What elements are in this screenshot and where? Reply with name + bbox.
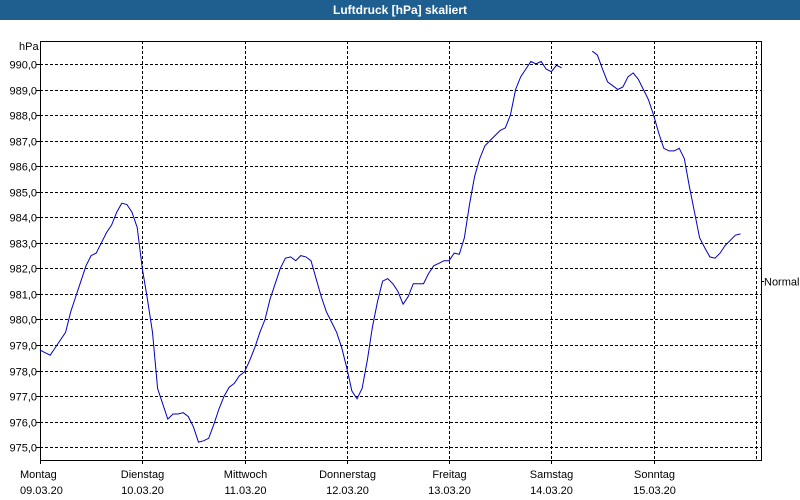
x-tick-date: 09.03.20 <box>20 485 63 497</box>
x-tick-day: Donnerstag <box>319 469 376 481</box>
series-line-segment <box>39 60 562 443</box>
y-tick-label: 990,0 <box>9 60 37 72</box>
y-tick-label: 983,0 <box>9 239 37 251</box>
y-tick-label: 988,0 <box>9 111 37 123</box>
y-tick-label: 980,0 <box>9 315 37 327</box>
series-line-segment <box>591 50 741 259</box>
y-tick-label: 981,0 <box>9 290 37 302</box>
plot-area-border <box>40 41 762 461</box>
y-axis-ticks: 975,0 976,0 977,0 978,0 979,0 980,0 981,0 982,0… <box>9 60 764 455</box>
y-tick-label: 978,0 <box>9 367 37 379</box>
x-axis-ticks: Montag 09.03.20 Dienstag 10.03.20 Mittwoch 11… <box>20 460 676 497</box>
y-tick-label: 977,0 <box>9 392 37 404</box>
x-tick-day: Dienstag <box>121 469 164 481</box>
y-tick-label: 985,0 <box>9 188 37 200</box>
x-tick-date: 14.03.20 <box>530 485 573 497</box>
y-tick-label: 979,0 <box>9 341 37 353</box>
window-title-bar: Luftdruck [hPa] skaliert <box>0 0 800 20</box>
y-tick-label: 986,0 <box>9 162 37 174</box>
y-tick-label: 982,0 <box>9 264 37 276</box>
x-tick-day: Montag <box>20 469 57 481</box>
y-tick-label: 987,0 <box>9 137 37 149</box>
pressure-series <box>39 50 741 443</box>
x-tick-day: Freitag <box>432 469 466 481</box>
grid-lines <box>40 41 761 460</box>
y-tick-label: 976,0 <box>9 418 37 430</box>
x-tick-day: Mittwoch <box>224 469 267 481</box>
x-tick-date: 10.03.20 <box>121 485 164 497</box>
x-tick-date: 13.03.20 <box>428 485 471 497</box>
x-tick-date: 15.03.20 <box>633 485 676 497</box>
x-tick-day: Samstag <box>530 469 573 481</box>
y-axis-unit: hPa <box>19 41 39 53</box>
x-tick-day: Sonntag <box>634 469 675 481</box>
y-tick-label: 984,0 <box>9 213 37 225</box>
reference-label: Normal <box>764 277 799 289</box>
x-tick-date: 11.03.20 <box>224 485 266 497</box>
chart-title: Luftdruck [hPa] skaliert <box>332 3 468 17</box>
x-tick-date: 12.03.20 <box>326 485 369 497</box>
y-tick-label: 989,0 <box>9 86 37 98</box>
y-tick-label: 975,0 <box>9 443 37 455</box>
